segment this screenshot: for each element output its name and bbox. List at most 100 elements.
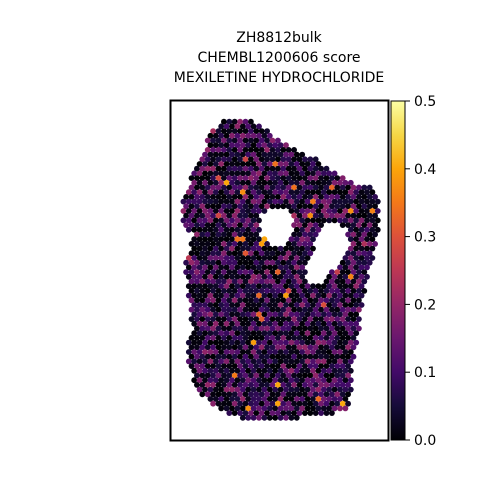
spot xyxy=(269,175,276,182)
spot xyxy=(199,363,206,369)
spot xyxy=(229,226,235,233)
spot xyxy=(337,330,343,337)
spot xyxy=(226,118,233,125)
spot xyxy=(237,118,244,125)
spot xyxy=(237,297,244,304)
spot xyxy=(226,231,233,238)
spot xyxy=(266,170,273,177)
spot xyxy=(237,250,244,257)
spot xyxy=(242,175,249,182)
spot xyxy=(248,391,254,398)
spot xyxy=(199,212,206,219)
spot xyxy=(199,344,206,351)
spot xyxy=(275,372,281,379)
spot xyxy=(342,179,349,186)
spot xyxy=(237,259,244,266)
spot xyxy=(229,208,235,214)
spot xyxy=(229,123,235,130)
spot xyxy=(248,297,254,304)
spot xyxy=(356,231,362,238)
spot xyxy=(180,217,187,224)
spot xyxy=(264,382,270,388)
spot xyxy=(258,165,265,172)
spot xyxy=(250,245,257,252)
spot xyxy=(266,264,273,271)
spot xyxy=(264,156,270,163)
spot xyxy=(291,231,297,238)
spot xyxy=(304,339,311,346)
spot xyxy=(245,264,252,271)
spot xyxy=(299,245,306,252)
spot xyxy=(315,311,322,318)
spot xyxy=(272,414,279,421)
spot xyxy=(307,184,314,191)
spot xyxy=(345,382,351,388)
spot xyxy=(315,302,322,308)
spot xyxy=(312,363,319,369)
spot xyxy=(291,147,297,153)
spot xyxy=(210,382,217,388)
spot xyxy=(221,165,227,172)
spot xyxy=(239,396,246,402)
spot xyxy=(248,363,254,369)
spot xyxy=(291,391,297,398)
spot xyxy=(312,372,319,379)
spot xyxy=(204,335,211,341)
spot xyxy=(272,320,279,327)
spot xyxy=(296,344,303,351)
spot xyxy=(194,344,200,351)
spot xyxy=(285,325,292,332)
spot xyxy=(307,363,314,369)
spot xyxy=(245,179,252,186)
spot xyxy=(221,137,227,144)
spot xyxy=(269,335,276,341)
spot xyxy=(253,250,260,257)
spot xyxy=(334,344,341,351)
spot xyxy=(291,250,297,257)
spot xyxy=(304,161,311,167)
spot xyxy=(221,325,227,332)
spot xyxy=(210,259,217,266)
spot xyxy=(350,278,357,285)
spot xyxy=(299,302,306,308)
spot xyxy=(258,382,265,388)
spot xyxy=(277,283,284,290)
spot xyxy=(196,302,203,308)
spot xyxy=(285,363,292,369)
spot xyxy=(369,255,376,261)
spot xyxy=(194,316,200,322)
spot xyxy=(323,203,330,210)
spot xyxy=(272,170,279,177)
spot xyxy=(337,349,343,355)
spot xyxy=(256,273,262,280)
spot xyxy=(304,245,311,252)
spot xyxy=(296,363,303,369)
spot xyxy=(304,330,311,337)
spot xyxy=(323,353,330,360)
spot xyxy=(264,400,270,407)
spot xyxy=(221,203,227,210)
spot xyxy=(191,273,198,280)
spot xyxy=(221,363,227,369)
spot xyxy=(296,306,303,313)
spot xyxy=(264,288,270,294)
spot xyxy=(302,382,308,388)
spot xyxy=(342,311,349,318)
spot xyxy=(296,194,303,200)
spot xyxy=(280,382,287,388)
spot xyxy=(299,151,306,158)
spot xyxy=(237,288,244,294)
spot xyxy=(223,170,230,177)
spot xyxy=(358,226,365,233)
spot xyxy=(204,259,211,266)
spot xyxy=(318,325,324,332)
spot xyxy=(350,212,357,219)
spot xyxy=(275,297,281,304)
spot xyxy=(256,151,262,158)
spot xyxy=(296,231,303,238)
spot xyxy=(183,194,190,200)
spot xyxy=(234,396,241,402)
spot xyxy=(329,212,335,219)
spot xyxy=(323,288,330,294)
spot xyxy=(237,269,244,275)
